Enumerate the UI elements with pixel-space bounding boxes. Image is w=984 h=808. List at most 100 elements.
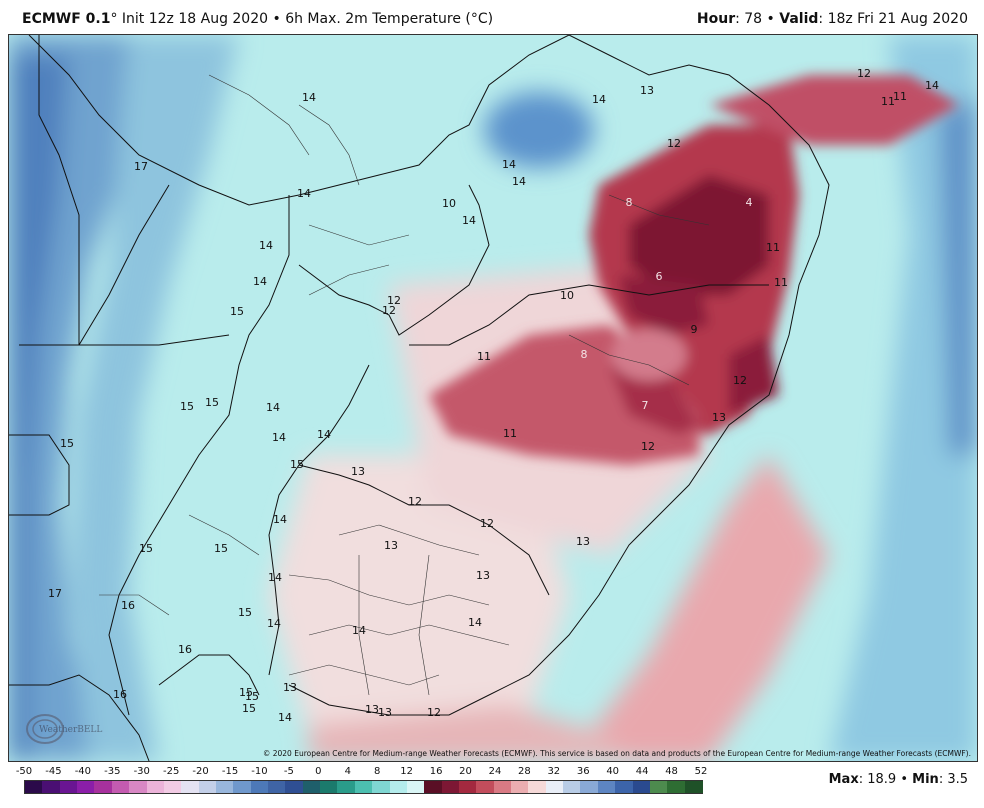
color-bar-cell bbox=[580, 781, 599, 793]
temperature-map: 14 13 14 12 11 11 14 17 14 14 12 14 10 14 14 8 4 14 11 15 12… bbox=[8, 34, 978, 762]
contour-label: 15 bbox=[205, 396, 219, 409]
color-bar-cell bbox=[215, 781, 234, 793]
scale-tick-label: 52 bbox=[694, 766, 708, 777]
contour-label: 7 bbox=[642, 399, 649, 412]
color-bar-cell bbox=[667, 781, 686, 793]
contour-label: 12 bbox=[387, 294, 401, 307]
borders bbox=[9, 35, 830, 761]
weatherbell-logo: WeatherBELL bbox=[26, 714, 102, 744]
color-bar-cell bbox=[198, 781, 217, 793]
color-bar-cell bbox=[389, 781, 408, 793]
contour-label: 14 bbox=[502, 158, 516, 171]
contour-label: 14 bbox=[302, 91, 316, 104]
color-bar-cell bbox=[684, 781, 703, 793]
contour-label: 15 bbox=[245, 690, 259, 703]
scale-tick-label: 28 bbox=[518, 766, 531, 777]
contour-label: 14 bbox=[462, 214, 476, 227]
color-bar-cell bbox=[528, 781, 547, 793]
scale-tick-label: -35 bbox=[104, 766, 121, 777]
color-bar-cell bbox=[25, 781, 43, 793]
contour-label: 12 bbox=[480, 517, 494, 530]
min-value: : 3.5 bbox=[938, 772, 968, 787]
contour-label: 13 bbox=[712, 411, 726, 424]
contour-label: 14 bbox=[268, 571, 282, 584]
scale-tick-label: 44 bbox=[635, 766, 649, 777]
contour-label: 11 bbox=[766, 241, 780, 254]
color-bar-cell bbox=[458, 781, 477, 793]
color-bar-cell bbox=[406, 781, 425, 793]
separator: • bbox=[272, 11, 281, 27]
contour-label: 8 bbox=[626, 196, 633, 209]
product-name: 6h Max. 2m Temperature (°C) bbox=[285, 11, 494, 27]
color-bar-cell bbox=[77, 781, 96, 793]
scale-tick-labels: -50 -45 -40 -35 -30 -25 -20 -15 -10 -5 0 4 8 12 16 20 24… bbox=[15, 766, 715, 780]
scale-tick-label: -30 bbox=[133, 766, 150, 777]
contour-label: 14 bbox=[259, 239, 273, 252]
contour-label: 11 bbox=[477, 350, 491, 363]
color-bar-cell bbox=[649, 781, 668, 793]
separator: • bbox=[766, 11, 775, 27]
contour-label: 6 bbox=[656, 270, 663, 283]
contour-label: 14 bbox=[278, 711, 292, 724]
contour-label: 17 bbox=[48, 587, 62, 600]
valid-time-info: Hour: 78 • Valid: 18z Fri 21 Aug 2020 bbox=[697, 11, 968, 27]
model-run-info: ECMWF 0.1° Init 12z 18 Aug 2020 • 6h Max… bbox=[22, 11, 493, 27]
chart-header: ECMWF 0.1° Init 12z 18 Aug 2020 • 6h Max… bbox=[0, 0, 984, 34]
color-bar-cell bbox=[181, 781, 200, 793]
color-bar-cell bbox=[129, 781, 148, 793]
copyright-notice: © 2020 European Centre for Medium-range … bbox=[262, 749, 971, 758]
contour-label: 11 bbox=[893, 90, 907, 103]
scale-tick-label: 8 bbox=[374, 766, 381, 777]
contour-label: 9 bbox=[691, 323, 698, 336]
valid-value: : 18z Fri 21 Aug 2020 bbox=[818, 11, 968, 27]
contour-label: 11 bbox=[774, 276, 788, 289]
contour-label: 12 bbox=[733, 374, 747, 387]
contour-label: 13 bbox=[640, 84, 654, 97]
color-bar-cell bbox=[493, 781, 512, 793]
contour-label: 10 bbox=[442, 197, 456, 210]
max-value: : 18.9 bbox=[858, 772, 897, 787]
temperature-field bbox=[9, 35, 977, 761]
scale-tick-label: 20 bbox=[459, 766, 472, 777]
contour-label: 12 bbox=[427, 706, 441, 719]
hour-label: Hour bbox=[696, 11, 736, 27]
contour-label: 14 bbox=[468, 616, 482, 629]
contour-label: 15 bbox=[290, 458, 304, 471]
max-min-summary: Max: 18.9 • Min: 3.5 bbox=[829, 772, 968, 787]
scale-tick-label: 12 bbox=[400, 766, 414, 777]
color-bar-cell bbox=[268, 781, 286, 793]
contour-label: 13 bbox=[576, 535, 590, 548]
color-bar-cell bbox=[163, 781, 182, 793]
scale-tick-label: 16 bbox=[429, 766, 443, 777]
scale-tick-label: -45 bbox=[45, 766, 62, 777]
contour-label: 12 bbox=[667, 137, 681, 150]
contour-label: 13 bbox=[351, 465, 365, 478]
color-bar-cell bbox=[615, 781, 634, 793]
color-bar-cell bbox=[545, 781, 564, 793]
contour-label: 11 bbox=[503, 427, 517, 440]
color-bar-cell bbox=[285, 781, 304, 793]
contour-label: 12 bbox=[857, 67, 871, 80]
contour-label: 15 bbox=[60, 437, 74, 450]
contour-label: 15 bbox=[139, 542, 153, 555]
contour-label: 15 bbox=[238, 606, 252, 619]
contour-label: 13 bbox=[378, 706, 392, 719]
separator: • bbox=[900, 772, 909, 787]
scale-tick-label: 0 bbox=[315, 766, 322, 777]
color-bar-cell bbox=[511, 781, 529, 793]
color-bar-cell bbox=[59, 781, 78, 793]
valid-label: Valid bbox=[779, 11, 819, 27]
contour-label: 13 bbox=[365, 703, 379, 716]
scale-tick-label: -5 bbox=[283, 766, 294, 777]
contour-label: 14 bbox=[253, 275, 267, 288]
contour-label: 11 bbox=[881, 95, 895, 108]
contour-label: 14 bbox=[317, 428, 331, 441]
scale-tick-label: -15 bbox=[221, 766, 239, 777]
color-bar-cell bbox=[424, 781, 443, 793]
color-bar-cell bbox=[233, 781, 252, 793]
color-bar-cell bbox=[94, 781, 113, 793]
contour-label: 10 bbox=[560, 289, 574, 302]
contour-label: 8 bbox=[581, 348, 588, 361]
scale-tick-label: 48 bbox=[665, 766, 678, 777]
